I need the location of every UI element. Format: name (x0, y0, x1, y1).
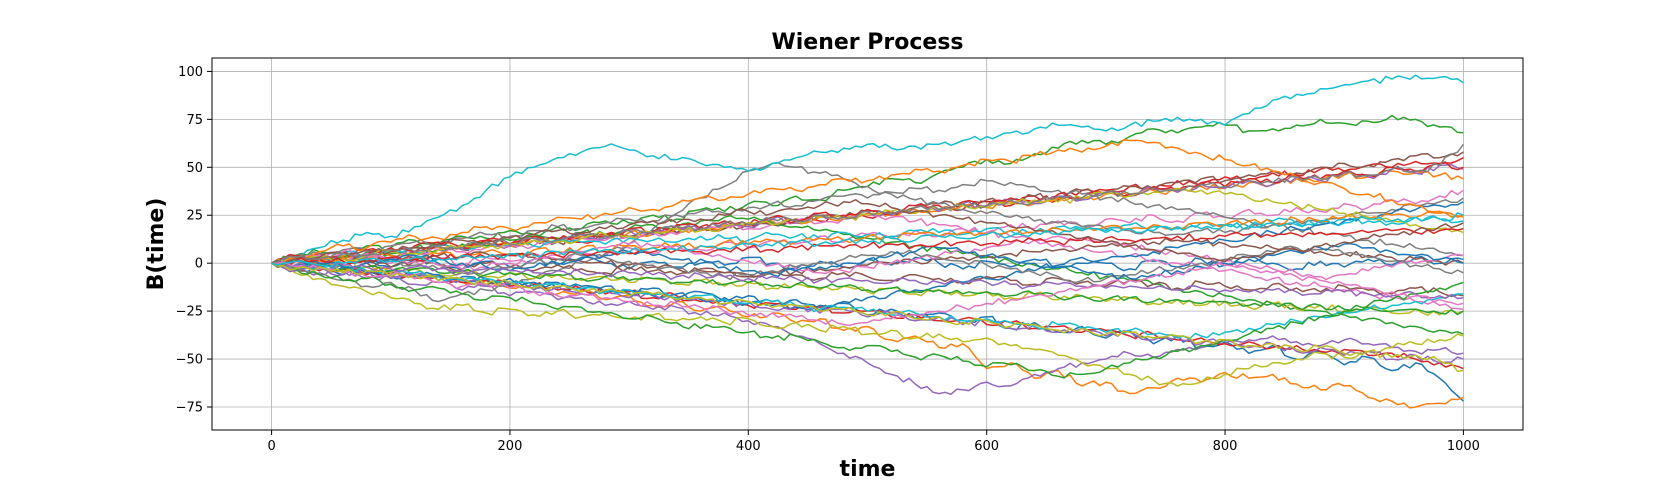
grid-lines (212, 58, 1523, 430)
series-line-27 (271, 245, 1464, 284)
chart-title: Wiener Process (771, 30, 963, 55)
series-line-31 (271, 139, 1464, 265)
series-line-8 (271, 262, 1464, 387)
series-line-37 (271, 143, 1465, 264)
y-tick-label-2: −25 (176, 305, 203, 320)
y-tick-label-1: −50 (176, 353, 203, 368)
series-line-12 (271, 215, 1464, 335)
series-lines (271, 74, 1465, 409)
series-line-29 (271, 260, 1464, 340)
x-axis-title: time (840, 457, 896, 480)
y-tick-label-0: −75 (176, 400, 203, 415)
y-tick-label-3: 0 (195, 257, 203, 272)
y-tick-label-5: 50 (186, 161, 203, 176)
series-line-30 (271, 242, 1464, 281)
y-tick-label-7: 100 (178, 65, 203, 80)
x-tick-label-4: 800 (1213, 439, 1238, 454)
series-line-17 (271, 178, 1464, 264)
series-line-38 (271, 262, 1464, 372)
series-line-9 (271, 74, 1464, 265)
y-tick-label-6: 75 (186, 113, 203, 128)
series-line-35 (271, 199, 1464, 265)
x-tick-label-3: 600 (974, 439, 999, 454)
y-axis-title: B(time) (144, 198, 169, 291)
series-line-4 (271, 261, 1464, 396)
x-tick-label-0: 0 (267, 439, 275, 454)
series-line-7 (271, 161, 1464, 303)
series-line-39 (271, 212, 1464, 268)
x-tick-label-1: 200 (498, 439, 523, 454)
plot-frame (211, 57, 1524, 431)
x-tick-label-2: 400 (736, 439, 761, 454)
series-line-28 (271, 187, 1464, 264)
series-line-22 (271, 260, 1464, 316)
axis-ticks: 0 200 400 600 800 1000 −75 −50 −25 0 25 50 75 100 (176, 65, 1480, 454)
series-line-33 (271, 227, 1464, 266)
x-tick-label-5: 1000 (1447, 439, 1480, 454)
series-line-34 (271, 259, 1464, 300)
y-tick-label-4: 25 (186, 209, 203, 224)
series-line-26 (271, 235, 1464, 281)
series-line-32 (271, 262, 1464, 379)
series-line-36 (271, 261, 1464, 327)
